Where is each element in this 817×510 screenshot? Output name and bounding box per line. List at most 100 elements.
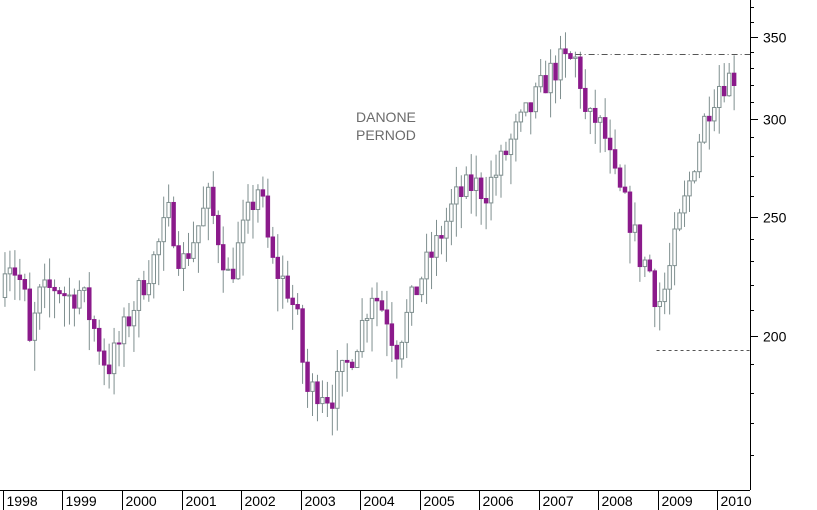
candle-down [647,259,653,272]
candle-up [240,219,246,244]
candle-down [216,214,221,246]
candle-down [250,201,256,211]
candle-up [235,242,241,280]
candle-up [136,280,142,311]
candle-down [290,297,295,306]
candle-up [121,316,127,345]
candle-down [652,270,657,308]
candle-up [667,265,672,290]
x-tick-label: 2008 [602,493,633,509]
candle-down [141,280,147,296]
candle-down [468,174,474,192]
candle-up [642,259,648,268]
candle-up [632,224,638,233]
candle-down [300,308,305,363]
candle-down [483,198,489,204]
candle-up [588,107,593,112]
candle-up [166,201,171,219]
candle-down [186,253,191,259]
candle-up [538,75,543,88]
candle-up [523,102,529,113]
candle-down [583,87,588,112]
candle-up [364,318,370,321]
x-tick-label: 2000 [126,493,157,509]
candle-up [508,138,514,156]
candle-up [77,289,82,309]
candle-up [726,72,732,97]
candle-down [260,189,266,197]
x-tick-label: 2006 [483,493,514,509]
candle-down [17,274,23,281]
x-tick-label: 1999 [66,493,97,509]
candle-up [151,254,157,285]
annotation-line-1: DANONE [356,109,416,125]
candle-up [111,342,117,375]
candle-down [92,319,97,329]
candle-down [563,48,568,55]
candle-up [206,186,211,209]
candle-up [434,235,439,258]
candle-up [369,297,375,320]
candle-up [320,397,325,405]
candle-up [697,141,702,173]
axes [0,0,751,491]
candle-down [171,201,176,247]
candle-up [161,217,166,243]
candle-up [687,180,692,197]
candle-down [126,316,132,327]
candle-down [349,361,355,369]
candle-up [335,370,340,409]
candle-down [389,323,395,346]
candle-down [22,279,28,290]
candle-up [717,85,722,108]
candle-up [702,115,707,143]
candle-up [399,341,405,360]
candle-down [593,107,598,123]
candle-down [439,235,444,239]
x-axis-ticks: 1998 1999 2000 2001 2002 2003 2004 2005 2006 2007… [3,490,752,510]
candle-down [72,294,77,309]
candle-down [211,186,216,216]
candle-up [67,294,72,297]
candle-up [354,351,360,369]
candle-up [548,62,553,94]
candle-down [230,268,236,280]
candle-down [285,275,290,299]
candle-down [270,236,276,258]
candle-down [612,149,618,169]
candle-down [374,297,380,302]
candle-down [568,53,573,59]
candle-down [330,402,335,409]
x-tick-label: 2004 [364,493,395,509]
candle-down [325,397,330,404]
candle-up [245,201,251,221]
candle-down [315,381,320,405]
candle-down [622,186,628,193]
candle-up [191,242,196,259]
candle-down [116,342,122,345]
candle-up [518,111,524,123]
candle-up [131,309,137,327]
candle-up [454,186,459,205]
candle-down [627,191,633,233]
candle-down [459,186,464,197]
x-tick-label: 2009 [662,493,693,509]
candle-down [578,56,583,89]
candle-up [488,176,494,204]
candle-down [96,327,102,352]
candle-down [731,72,737,86]
candle-down [617,167,623,188]
candle-up [449,203,454,222]
candle-down [220,244,226,271]
plot-area [2,32,737,436]
candle-down [57,290,62,295]
candle-down [12,267,18,276]
candle-down [429,251,434,258]
annotation-line-2: PERNOD [356,127,416,143]
candle-down [27,288,32,341]
candle-up [181,253,186,269]
y-tick-label: 250 [763,210,787,226]
candle-down [101,350,107,366]
candle-up [444,220,449,239]
candle-up [225,268,231,271]
